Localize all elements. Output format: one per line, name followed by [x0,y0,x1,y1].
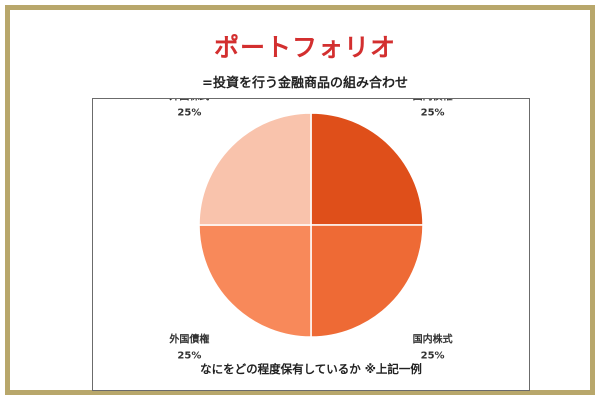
chart-caption: なにをどの程度保有しているか ※上記一例 [200,362,422,376]
slice-label-3: 外国債権 [168,333,209,346]
pie-slice-1 [310,112,424,226]
pie-slice-2 [310,224,424,338]
page-subtitle: =投資を行う金融商品の組み合わせ [202,76,408,91]
pie-slice-3 [198,224,312,338]
slice-value-label-4: 25% [177,107,201,118]
pie-slice-4 [198,112,312,226]
slice-value-label-3: 25% [177,351,201,362]
pie-labels: 国内債権 25% 国内株式 25% 外国債権 25% 外国株式 25% [168,99,452,362]
chart-panel: 国内債権 25% 国内株式 25% 外国債権 25% 外国株式 25% なにをどの程度保有して… [92,98,530,391]
page-title: ポートフォリオ [213,33,396,62]
slice-label-1: 国内債権 [413,99,453,102]
slice-label-4: 外国株式 [168,99,209,102]
slice-label-2: 国内株式 [413,333,453,346]
slice-value-label-1: 25% [421,107,445,118]
gold-frame: ポートフォリオ =投資を行う金融商品の組み合わせ 国内債権 25% 国内株式 25% 外… [5,5,595,395]
pie-slices [198,112,424,338]
slice-value-label-2: 25% [421,351,445,362]
pie-chart: 国内債権 25% 国内株式 25% 外国債権 25% 外国株式 25% [168,99,452,362]
